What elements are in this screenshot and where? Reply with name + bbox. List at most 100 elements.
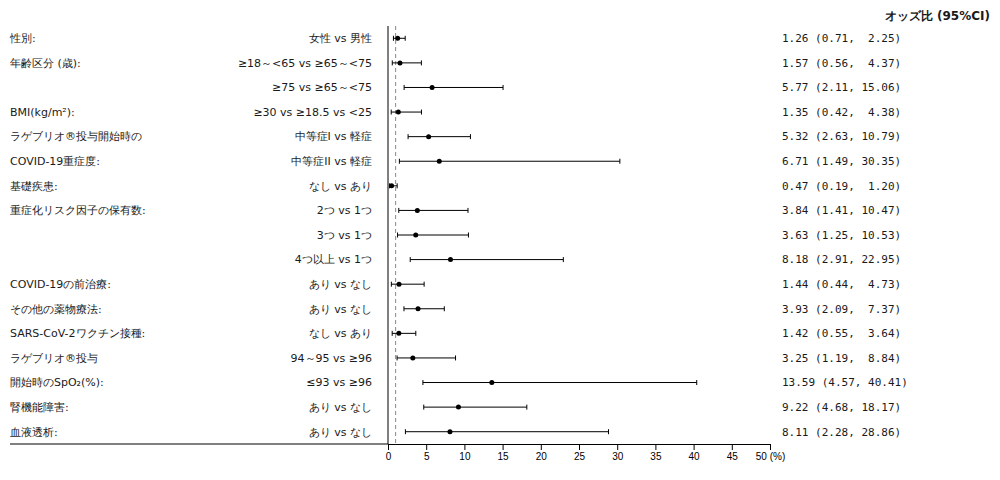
- forest-row: [391, 110, 421, 115]
- forest-row: [399, 159, 619, 164]
- x-tick: 15: [498, 444, 510, 462]
- forest-row: [391, 282, 424, 287]
- chart: 05101520253035404550 (%)性別:女性 vs 男性1.26 …: [0, 0, 1000, 480]
- forest-row: [398, 233, 469, 238]
- error-cap-high: [424, 282, 425, 287]
- error-cap-low: [397, 233, 398, 238]
- category-label: ≥18～<65 vs ≥65～<75: [238, 57, 372, 70]
- forest-row: [397, 355, 455, 360]
- ci-label: 3.63 (1.25, 10.53): [782, 229, 901, 242]
- category-label: なし vs あり: [309, 180, 372, 193]
- category-label: ≥75 vs ≥65～<75: [272, 81, 372, 94]
- category-label: あり vs なし: [309, 426, 372, 439]
- error-cap-high: [563, 257, 564, 262]
- forest-row: [404, 85, 503, 90]
- row-texts: 性別:女性 vs 男性1.26 (0.71, 2.25)年齢区分 (歳):≥18…: [9, 32, 908, 438]
- ci-label: 8.18 (2.91, 22.95): [782, 253, 901, 266]
- category-label: 94～95 vs ≥96: [291, 352, 372, 365]
- forest-row: [424, 405, 527, 410]
- group-label: 重症化リスク因子の保有数:: [10, 204, 146, 217]
- error-cap-low: [423, 405, 424, 410]
- x-tick-label: 0: [386, 451, 392, 462]
- forest-row: [404, 306, 444, 311]
- error-cap-high: [619, 159, 620, 164]
- error-bar: [392, 62, 421, 63]
- error-cap-low: [405, 429, 406, 434]
- x-tick-label: 40: [689, 451, 701, 462]
- forest-row: [408, 134, 470, 139]
- error-cap-high: [696, 380, 697, 385]
- category-label: ≤93 vs ≥96: [306, 376, 372, 389]
- ci-label: 1.44 (0.44, 4.73): [782, 278, 901, 291]
- forest-row: [399, 208, 468, 213]
- ci-label: 13.59 (4.57, 40.41): [782, 376, 908, 389]
- ci-label: 1.42 (0.55, 3.64): [782, 327, 901, 340]
- ci-label: 8.11 (2.28, 28.86): [782, 426, 901, 439]
- error-bar: [398, 235, 469, 236]
- error-cap-low: [397, 355, 398, 360]
- error-cap-low: [410, 257, 411, 262]
- x-tick-label: 30: [612, 451, 624, 462]
- error-cap-low: [404, 85, 405, 90]
- point-estimate: [415, 208, 420, 213]
- x-tick-label: 20: [536, 451, 548, 462]
- error-bar: [391, 112, 421, 113]
- category-label: 中等症II vs 軽症: [291, 155, 372, 168]
- point-estimate: [396, 110, 401, 115]
- forest-row: [405, 429, 608, 434]
- ci-label: 0.47 (0.19, 1.20): [782, 180, 901, 193]
- point-estimate: [397, 60, 402, 65]
- error-cap-low: [398, 208, 399, 213]
- x-tick-label: 50 (%): [756, 451, 785, 462]
- error-cap-high: [608, 429, 609, 434]
- error-cap-low: [422, 380, 423, 385]
- error-bar: [423, 382, 697, 383]
- point-estimate: [416, 306, 421, 311]
- x-tick: 50 (%): [756, 444, 785, 462]
- error-bar: [410, 259, 563, 260]
- x-tick: 30: [612, 444, 624, 462]
- error-cap-low: [393, 36, 394, 41]
- error-cap-high: [526, 405, 527, 410]
- ci-label: 3.93 (2.09, 7.37): [782, 303, 901, 316]
- error-cap-high: [467, 208, 468, 213]
- x-tick-mark: [388, 444, 389, 450]
- category-label: 女性 vs 男性: [309, 32, 372, 45]
- reference-line: [395, 26, 396, 444]
- error-cap-high: [397, 183, 398, 188]
- error-cap-high: [468, 233, 469, 238]
- ci-label: 1.57 (0.56, 4.37): [782, 57, 901, 70]
- category-label: 中等症I vs 軽症: [295, 130, 372, 143]
- point-estimate: [396, 331, 401, 336]
- forest-row: [389, 183, 397, 188]
- x-tick-mark: [655, 444, 656, 450]
- error-bar: [408, 136, 470, 137]
- forest-row: [410, 257, 563, 262]
- ci-label: 6.71 (1.49, 30.35): [782, 155, 901, 168]
- x-tick: 40: [689, 444, 701, 462]
- error-bar: [404, 87, 503, 88]
- category-label: 2つ vs 1つ: [317, 204, 372, 217]
- group-label: COVID-19の前治療:: [10, 278, 111, 291]
- x-tick: 0: [386, 444, 392, 462]
- category-label: ≥30 vs ≥18.5 vs <25: [253, 106, 372, 119]
- group-label: COVID-19重症度:: [10, 155, 100, 168]
- point-estimate: [426, 134, 431, 139]
- point-estimate: [389, 183, 394, 188]
- x-tick-mark: [541, 444, 542, 450]
- error-bar: [405, 431, 608, 432]
- ci-label: 5.77 (2.11, 15.06): [782, 81, 901, 94]
- ci-label: 1.26 (0.71, 2.25): [782, 32, 901, 45]
- error-cap-high: [405, 36, 406, 41]
- point-estimate: [395, 36, 400, 41]
- category-label: あり vs なし: [309, 401, 372, 414]
- error-bar: [404, 308, 444, 309]
- x-tick-mark: [732, 444, 733, 450]
- column-header: オッズ比 (95%CI): [885, 9, 990, 23]
- x-tick-label: 15: [498, 451, 510, 462]
- group-label: 開始時のSpO₂(%):: [10, 376, 104, 389]
- label-area-baseline: [10, 444, 388, 445]
- forest-row: [423, 380, 697, 385]
- point-estimate: [410, 355, 415, 360]
- point-estimate: [397, 282, 402, 287]
